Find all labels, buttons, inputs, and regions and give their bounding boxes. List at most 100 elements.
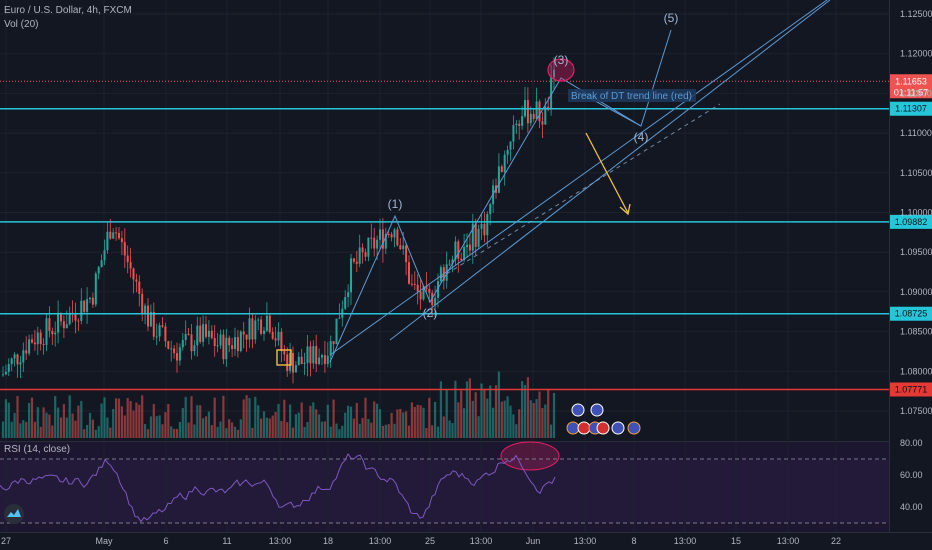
- candle-body: [274, 338, 277, 341]
- volume-bar: [500, 401, 503, 438]
- volume-bar: [10, 421, 13, 438]
- volume-bar: [529, 400, 532, 438]
- event-icon[interactable]: [566, 421, 580, 435]
- candle-body: [48, 318, 51, 331]
- volume-bar: [16, 396, 19, 438]
- volume-bar: [393, 423, 396, 438]
- top-highlight-ellipse[interactable]: [547, 58, 575, 82]
- candle-body: [468, 244, 471, 251]
- candle-body: [202, 324, 205, 342]
- drawings-layer[interactable]: Break of DT trend line (red): [276, 0, 890, 471]
- volume-bar: [196, 405, 199, 438]
- volume-bar: [378, 409, 382, 438]
- candle-body: [289, 352, 292, 371]
- candle-body: [358, 247, 361, 264]
- candle-body: [535, 101, 538, 119]
- time-axis[interactable]: 27 May 6 11 13:00 18 13:00 25 13:00 Jun 13:00 8 13:0…: [1, 536, 841, 546]
- candle-body: [231, 345, 234, 349]
- volume-bar: [106, 417, 109, 438]
- annotation-box[interactable]: [568, 89, 696, 102]
- candle-body: [97, 267, 100, 274]
- candle-body: [532, 113, 535, 119]
- channel-mid-line[interactable]: [439, 103, 721, 279]
- candle-body: [553, 69, 555, 78]
- candle-body: [506, 149, 509, 155]
- rsi-highlight-ellipse[interactable]: [500, 441, 560, 471]
- volume-bar: [436, 426, 440, 438]
- candle-body: [89, 297, 91, 300]
- volume-bar: [167, 404, 170, 438]
- volume-bar: [361, 418, 364, 438]
- candle-body: [138, 281, 141, 294]
- volume-bar: [115, 398, 118, 438]
- candle-body: [338, 317, 341, 319]
- time-tick-label: 25: [425, 536, 435, 546]
- rsi-axis[interactable]: 80.00 60.00 40.00: [900, 438, 923, 512]
- candle-body: [94, 273, 97, 305]
- candle-body: [216, 345, 219, 347]
- time-tick-label: Jun: [526, 536, 541, 546]
- tradingview-logo-icon[interactable]: [4, 504, 24, 524]
- volume-bar: [91, 419, 94, 438]
- wave-label: (3): [554, 53, 569, 67]
- volume-bar: [494, 385, 498, 438]
- volume-bar: [19, 423, 22, 438]
- candle-body: [74, 313, 77, 321]
- event-icon[interactable]: [596, 421, 610, 435]
- candle-body: [410, 283, 413, 285]
- event-icon[interactable]: [627, 421, 641, 435]
- volume-bar: [297, 412, 300, 438]
- event-icon[interactable]: [611, 421, 625, 435]
- volume-bar: [367, 418, 370, 438]
- price-axis[interactable]: 1.12500 1.12000 1.11500 1.11000 1.10500 1.100…: [900, 9, 932, 416]
- volume-bar: [344, 412, 347, 438]
- candle-body: [425, 286, 428, 289]
- candle-body: [193, 345, 196, 352]
- candle-body: [25, 350, 28, 354]
- event-icon[interactable]: [577, 421, 591, 435]
- volume-bar: [451, 423, 454, 438]
- price-tick-label: 1.07500: [900, 406, 932, 416]
- candle-body: [306, 346, 309, 363]
- candle-body: [294, 365, 297, 373]
- highlight-box[interactable]: [276, 349, 292, 366]
- time-tick-label: 8: [631, 536, 636, 546]
- candle-body: [13, 354, 16, 359]
- volume-bar: [283, 399, 286, 438]
- down-arrow[interactable]: [585, 132, 629, 214]
- event-icons[interactable]: [566, 403, 641, 435]
- volume-bar: [277, 404, 280, 438]
- elliott-wave-path[interactable]: [329, 29, 672, 363]
- volume-bar: [544, 404, 547, 438]
- volume-bar: [381, 425, 384, 438]
- level-price-tag: [890, 306, 932, 321]
- price-tick-label: 1.11000: [900, 128, 932, 138]
- annotation-text: Break of DT trend line (red): [571, 91, 692, 102]
- event-icon[interactable]: [590, 403, 604, 417]
- horizontal-levels[interactable]: 1.11307 1.09882 1.08725 1.07771 1.1165301:11…: [0, 74, 932, 397]
- candle-body: [62, 321, 65, 329]
- volume-bar: [39, 426, 42, 438]
- volume-bar: [541, 408, 544, 438]
- time-tick-label: 13:00: [470, 536, 493, 546]
- candle-body: [390, 234, 393, 238]
- candle-body: [77, 320, 80, 322]
- volume-bar: [515, 424, 518, 438]
- candle-body: [152, 311, 155, 337]
- time-tick-label: 18: [323, 536, 333, 546]
- event-icon[interactable]: [571, 403, 585, 417]
- volume-bar: [233, 426, 237, 438]
- volume-bar: [173, 428, 176, 438]
- channel-lower-line[interactable]: [389, 0, 831, 341]
- candle-body: [132, 268, 135, 280]
- grid-lines: [0, 0, 889, 532]
- candle-body: [335, 318, 338, 345]
- wave-label: (2): [423, 306, 438, 320]
- candle-body: [309, 346, 312, 364]
- candle-body: [106, 231, 109, 251]
- candle-body: [260, 319, 263, 334]
- volume-bar: [57, 407, 60, 438]
- volume-bar: [538, 391, 541, 438]
- channel-upper-line[interactable]: [329, 0, 890, 356]
